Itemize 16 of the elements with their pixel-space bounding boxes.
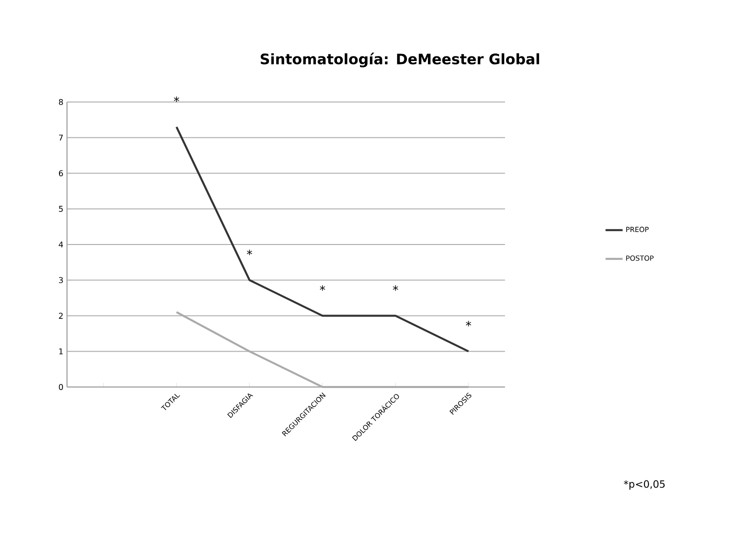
chart-title: Sintomatología: DeMeester Global: [260, 52, 540, 68]
y-tick-label: 1: [59, 348, 63, 354]
y-tick-label: 7: [59, 134, 63, 141]
annotation: *: [320, 285, 326, 291]
y-tick-label: 3: [58, 277, 63, 284]
y-tick-label: 2: [58, 312, 63, 319]
annotation: *: [466, 320, 472, 326]
y-tick-label: 4: [58, 242, 64, 248]
text: *p<0,05: [624, 480, 665, 490]
y-tick-label: 8: [58, 98, 63, 106]
annotation: *: [392, 285, 398, 291]
text: *: [174, 96, 180, 102]
y-tick-label: 0: [58, 384, 63, 390]
annotation: *: [246, 250, 252, 256]
y-tick-label: 5: [58, 206, 63, 212]
y-tick-label: 6: [58, 170, 63, 176]
